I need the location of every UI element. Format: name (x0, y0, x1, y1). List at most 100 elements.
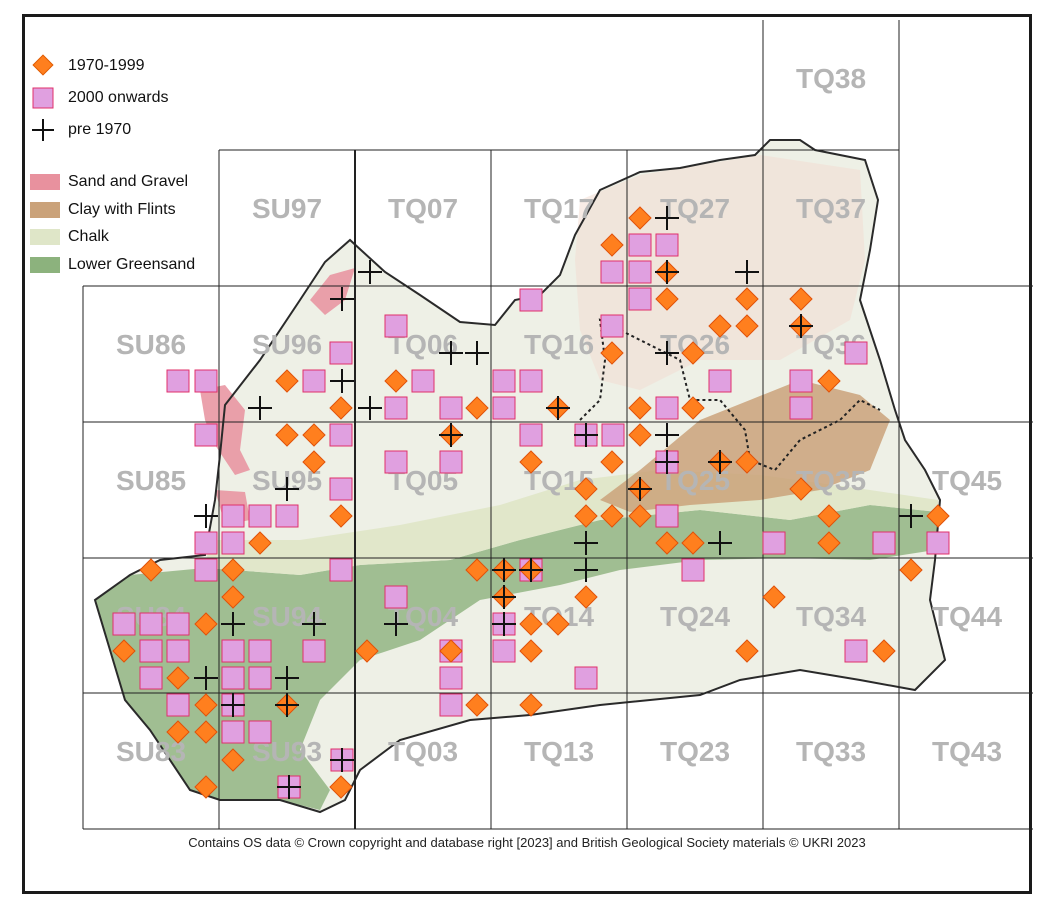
marker-2000-onwards (762, 531, 786, 555)
marker-2000-onwards (194, 531, 218, 555)
marker-2000-onwards (166, 369, 190, 393)
marker-pre-1970 (248, 396, 272, 420)
marker-1970-1999 (221, 558, 245, 582)
marker-1970-1999 (139, 558, 163, 582)
marker-1970-1999 (275, 423, 299, 447)
marker-1970-1999 (735, 314, 759, 338)
grid-square-label: TQ45 (932, 465, 1002, 496)
marker-2000-onwards (655, 396, 679, 420)
marker-pre-1970 (277, 775, 301, 799)
grid-square-label: SU96 (252, 329, 322, 360)
marker-pre-1970 (330, 287, 354, 311)
marker-2000-onwards (708, 369, 732, 393)
marker-1970-1999 (384, 369, 408, 393)
marker-1970-1999 (926, 504, 950, 528)
marker-2000-onwards (872, 531, 896, 555)
legend-label: pre 1970 (68, 121, 132, 138)
marker-pre-1970 (899, 504, 923, 528)
marker-2000-onwards (844, 639, 868, 663)
marker-pre-1970 (330, 369, 354, 393)
marker-1970-1999 (166, 666, 190, 690)
marker-1970-1999 (194, 720, 218, 744)
marker-pre-1970 (519, 558, 543, 582)
marker-1970-1999 (574, 504, 598, 528)
marker-2000-onwards (655, 233, 679, 257)
marker-2000-onwards (139, 666, 163, 690)
marker-1970-1999 (655, 531, 679, 555)
marker-pre-1970 (492, 558, 516, 582)
grid-square-label: TQ17 (524, 193, 594, 224)
marker-1970-1999 (519, 612, 543, 636)
marker-2000-onwards (221, 504, 245, 528)
marker-2000-onwards (600, 314, 624, 338)
grid-square-label: TQ16 (524, 329, 594, 360)
marker-pre-1970 (221, 693, 245, 717)
marker-pre-1970 (275, 666, 299, 690)
marker-2000-onwards (166, 693, 190, 717)
marker-1970-1999 (872, 639, 896, 663)
marker-1970-1999 (194, 775, 218, 799)
marker-2000-onwards (574, 666, 598, 690)
marker-1970-1999 (329, 396, 353, 420)
marker-pre-1970 (655, 341, 679, 365)
marker-2000-onwards (628, 233, 652, 257)
marker-1970-1999 (519, 450, 543, 474)
marker-1970-1999 (275, 369, 299, 393)
marker-1970-1999 (519, 693, 543, 717)
marker-2000-onwards (248, 639, 272, 663)
marker-2000-onwards (221, 531, 245, 555)
marker-pre-1970 (358, 260, 382, 284)
marker-2000-onwards (519, 288, 543, 312)
district-boundary-dashed (579, 318, 881, 472)
marker-pre-1970 (655, 423, 679, 447)
marker-2000-onwards (329, 558, 353, 582)
marker-1970-1999 (465, 693, 489, 717)
marker-pre-1970 (384, 612, 408, 636)
marker-1970-1999 (817, 369, 841, 393)
marker-2000-onwards (139, 639, 163, 663)
marker-2000-onwards (194, 369, 218, 393)
marker-2000-onwards (492, 369, 516, 393)
marker-1970-1999 (439, 639, 463, 663)
marker-pre-1970 (221, 612, 245, 636)
marker-2000-onwards (439, 666, 463, 690)
marker-1970-1999 (899, 558, 923, 582)
legend-item-clay-flints: Clay with Flints (30, 198, 176, 222)
marker-2000-onwards (194, 423, 218, 447)
grid-square-label: TQ07 (388, 193, 458, 224)
marker-1970-1999 (221, 748, 245, 772)
grid-square-label: TQ38 (796, 63, 866, 94)
marker-2000-onwards (248, 504, 272, 528)
marker-2000-onwards (655, 504, 679, 528)
marker-2000-onwards (221, 666, 245, 690)
marker-pre-1970 (439, 423, 463, 447)
copyright-credit: Contains OS data © Crown copyright and d… (188, 835, 866, 850)
urban-area (575, 155, 865, 390)
marker-pre-1970 (735, 260, 759, 284)
marker-2000-onwards (492, 396, 516, 420)
lower-greensand-band (95, 505, 938, 810)
marker-2000-onwards (329, 477, 353, 501)
marker-2000-onwards (221, 639, 245, 663)
marker-pre-1970 (574, 531, 598, 555)
marker-2000-onwards (302, 639, 326, 663)
grid-square-label: TQ37 (796, 193, 866, 224)
marker-1970-1999 (574, 585, 598, 609)
marker-2000-onwards (492, 639, 516, 663)
legend-item-sand-gravel: Sand and Gravel (30, 170, 188, 194)
marker-1970-1999 (628, 504, 652, 528)
legend-label: 1970-1999 (68, 57, 145, 74)
marker-1970-1999 (735, 450, 759, 474)
marker-2000-onwards (248, 720, 272, 744)
grid-square-label: TQ44 (932, 601, 1002, 632)
marker-1970-1999 (735, 287, 759, 311)
marker-2000-onwards (166, 612, 190, 636)
marker-1970-1999 (600, 450, 624, 474)
marker-1970-1999 (789, 287, 813, 311)
grid-square-label: TQ34 (796, 601, 866, 632)
marker-pre-1970 (574, 423, 598, 447)
marker-2000-onwards (275, 504, 299, 528)
marker-1970-1999 (600, 233, 624, 257)
